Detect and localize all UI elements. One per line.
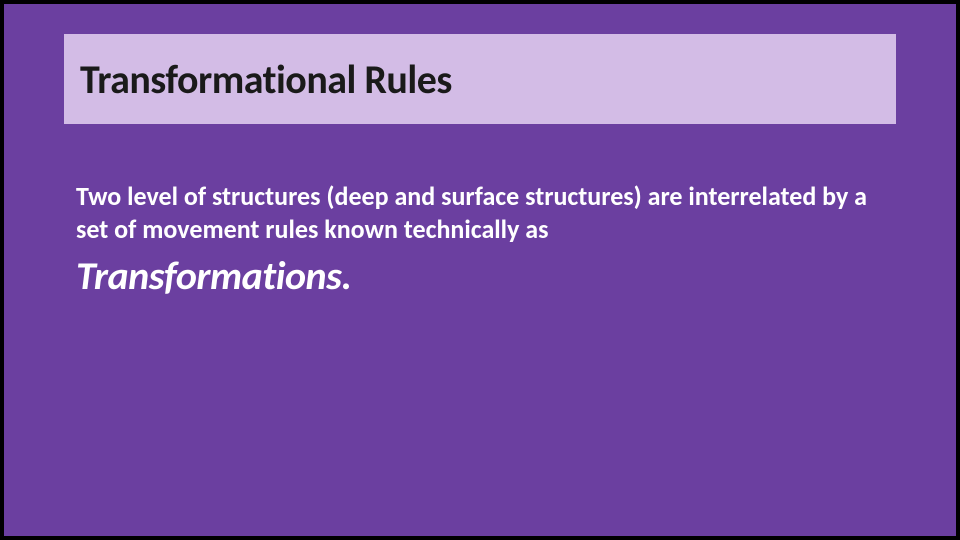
body-area: Two level of structures (deep and surfac… <box>76 180 896 300</box>
body-emphasis-text: Transformations. <box>76 251 896 300</box>
title-box: Transformational Rules <box>64 34 896 124</box>
body-lead-text: Two level of structures (deep and surfac… <box>76 180 896 245</box>
slide-title: Transformational Rules <box>80 55 452 104</box>
slide-container: Transformational Rules Two level of stru… <box>4 4 956 536</box>
